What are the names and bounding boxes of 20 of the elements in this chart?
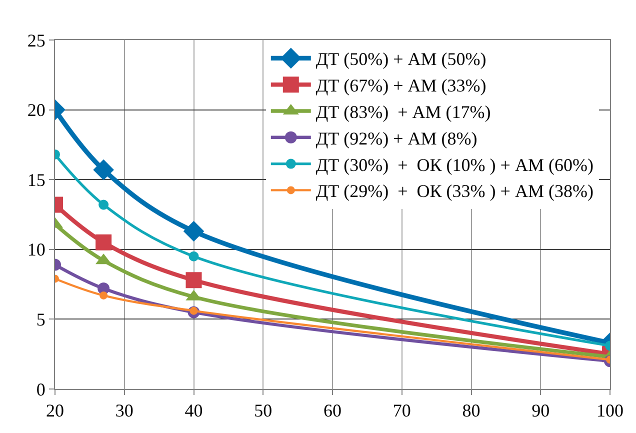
x-tick-label: 100 — [596, 400, 624, 421]
x-tick-label: 50 — [254, 400, 272, 421]
legend-label: ДТ (92%) + АМ (8%) — [316, 128, 478, 148]
y-tick-label: 5 — [36, 310, 46, 330]
y-tick-label: 20 — [27, 100, 46, 120]
legend-label: ДТ (83%) + АМ (17%) — [316, 102, 491, 122]
legend-label: ДТ (67%) + АМ (33%) — [316, 76, 486, 96]
legend-label: ДТ (29%) + ОК (33% ) + АМ (38%) — [316, 181, 594, 202]
x-tick-label: 30 — [115, 400, 134, 421]
legend-label: ДТ (50%) + АМ (50%) — [316, 49, 486, 70]
x-tick-label: 60 — [324, 400, 342, 421]
y-tick-label: 25 — [27, 30, 46, 50]
y-tick-label: 0 — [36, 379, 46, 400]
x-tick-label: 90 — [532, 400, 550, 421]
legend-label: ДТ (30%) + ОК (10% ) + АМ (60%) — [316, 154, 594, 175]
x-tick-label: 40 — [184, 400, 203, 421]
x-tick-label: 70 — [392, 400, 411, 421]
x-tick-label: 80 — [462, 400, 480, 421]
y-tick-label: 10 — [27, 240, 46, 260]
y-tick-label: 15 — [27, 170, 46, 190]
